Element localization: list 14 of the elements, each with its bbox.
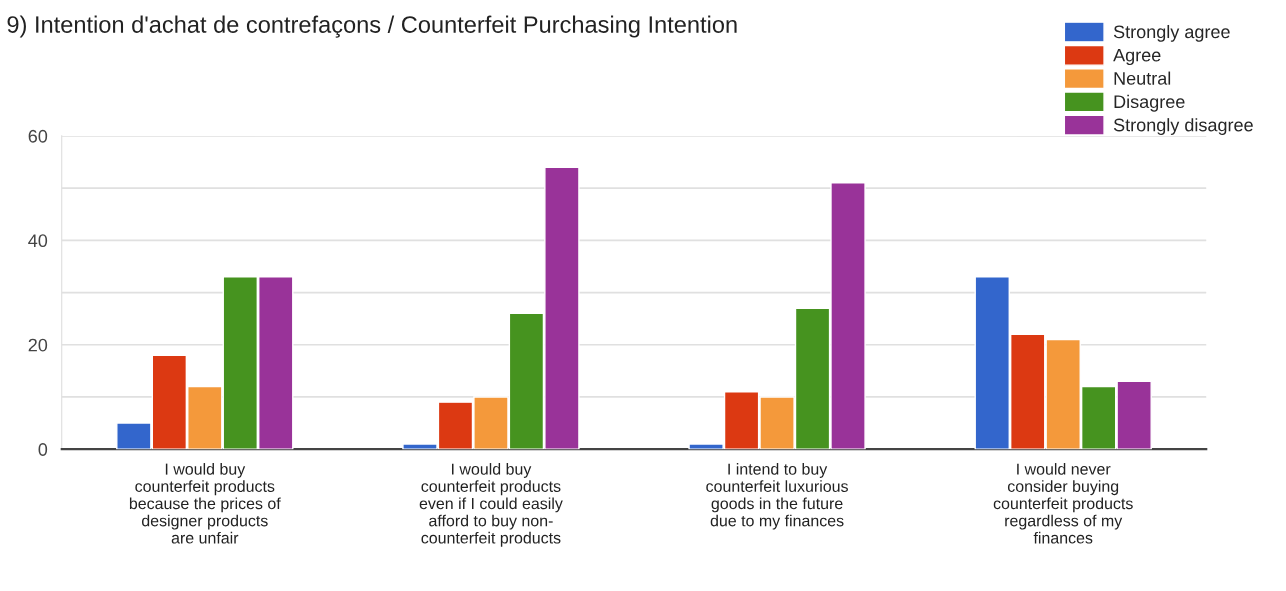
y-tick-label: 20 [28,338,48,352]
legend-label: Strongly agree [1113,24,1230,42]
legend-label: Disagree [1114,94,1185,112]
y-tick-label: 0 [38,443,48,456]
legend-label: Neutral [1114,71,1171,85]
x-tick-label: I would never consider buying counterfeit products regardless of my finances [993,463,1133,544]
y-tick-label: 40 [28,234,48,248]
legend-label: Agree [1113,48,1161,66]
x-tick-label: I would buy counterfeit products even if I could easily afford to buy non- counterfeit products [419,463,563,547]
x-tick-label: I intend to buy counterfeit luxurious goods in the future due to my finances [706,463,848,530]
x-tick-label: I would buy counterfeit products because the prices of designer products are unfair [129,463,281,544]
y-tick-label: 60 [28,129,48,143]
legend-label: Strongly disagree [1113,118,1253,135]
chart-title: 9) Intention d'achat de contrefaçons / Counterfeit Purchasing Intention [7,15,737,38]
